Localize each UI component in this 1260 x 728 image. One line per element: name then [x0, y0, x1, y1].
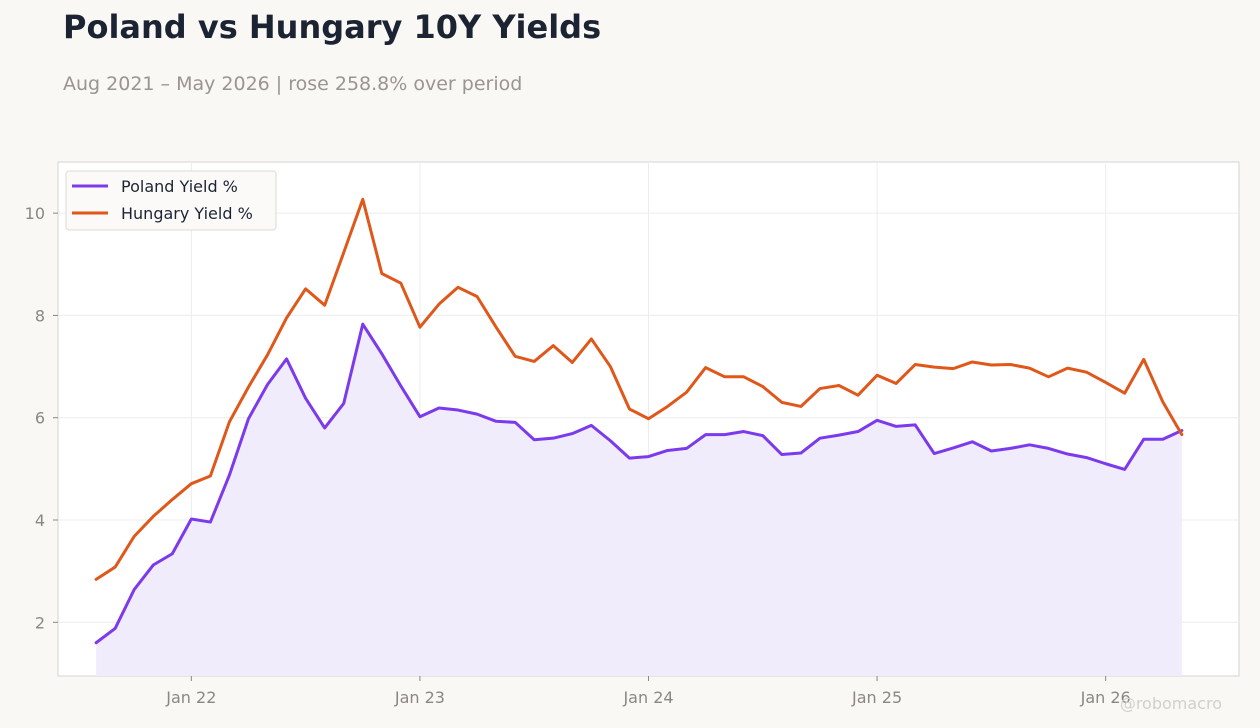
series-line-0	[94, 322, 1184, 645]
x-tick-label: Jan 23	[394, 688, 445, 707]
x-axis: Jan 22 Jan 23 Jan 24 Jan 25 Jan 26	[165, 676, 1131, 707]
y-tick-label: 6	[35, 409, 45, 428]
area-fills	[96, 324, 1182, 676]
y-tick-label: 4	[35, 511, 45, 530]
legend: Poland Yield % Hungary Yield %	[65, 170, 277, 231]
area-fill-0	[96, 324, 1182, 676]
series-line-1	[94, 197, 1184, 581]
x-tick-label: Jan 24	[622, 688, 673, 707]
y-tick-label: 8	[35, 306, 45, 325]
watermark: @robomacro	[1119, 694, 1222, 713]
legend-box	[65, 170, 277, 231]
x-tick-label: Jan 26	[1080, 688, 1131, 707]
chart-title: Poland vs Hungary 10Y Yields	[63, 8, 602, 46]
legend-label: Hungary Yield %	[121, 204, 253, 223]
x-tick-label: Jan 22	[165, 688, 216, 707]
x-tick-label: Jan 25	[851, 688, 902, 707]
legend-label: Poland Yield %	[121, 177, 238, 196]
y-axis: 2 4 6 8 10	[25, 204, 58, 632]
series-lines	[94, 197, 1184, 645]
y-tick-label: 10	[25, 204, 45, 223]
chart-subtitle: Aug 2021 – May 2026 | rose 258.8% over p…	[63, 73, 523, 95]
y-tick-label: 2	[35, 613, 45, 632]
